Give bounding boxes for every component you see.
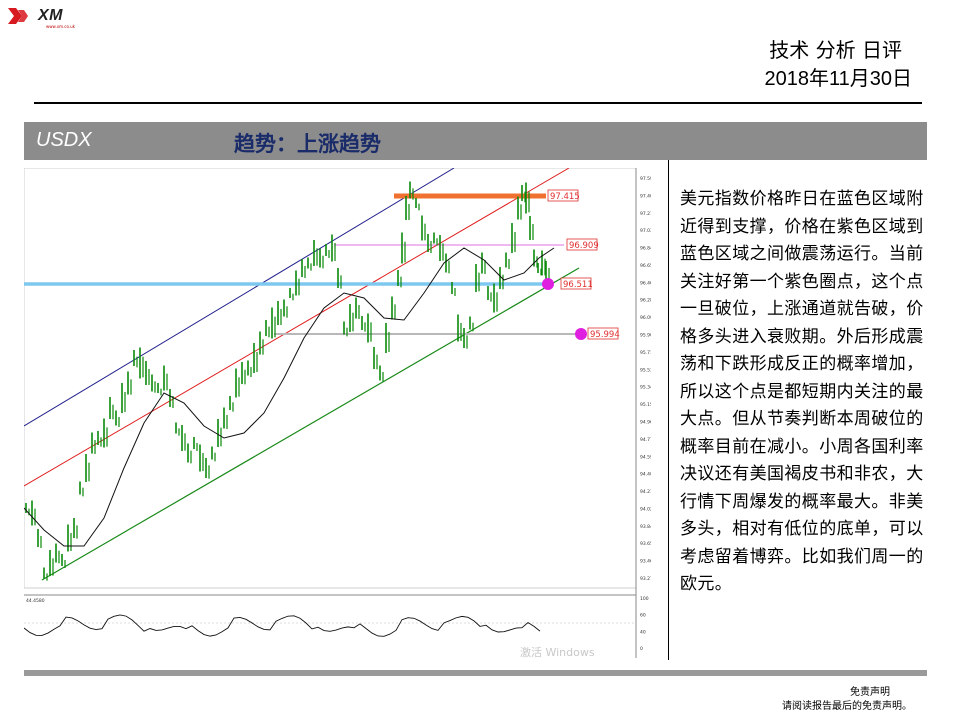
price-label-box — [560, 277, 592, 290]
report-date: 2018年11月30日 — [764, 68, 913, 90]
section-bar: USDX 趋势：上涨趋势 — [24, 122, 927, 160]
y-tick-label: 94.590 — [640, 454, 651, 460]
moving-average-line — [24, 247, 555, 547]
header-divider — [34, 102, 922, 104]
logo-wordmark: XM — [38, 7, 63, 24]
support-marker — [542, 278, 554, 290]
y-tick-label: 94.025 — [640, 506, 651, 512]
y-tick-label: 93.465 — [640, 559, 651, 565]
y-tick-label: 95.155 — [640, 402, 651, 408]
report-title: 技术 分析 日评 — [769, 38, 902, 62]
disclaimer-title: 免责声明 — [850, 687, 890, 698]
disclaimer-note: 请阅读报告最后的免责声明。 — [782, 701, 912, 712]
y-tick-label: 97.215 — [640, 211, 651, 217]
price-label-text: 97.415 — [550, 192, 580, 202]
xm-logo-icon — [8, 8, 28, 24]
analysis-text: 美元指数价格昨日在蓝色区域附近得到支撑，价格在紫色区域到蓝色区域之间做震荡运行。… — [680, 189, 924, 594]
oscillator-value: 44.4580 — [26, 598, 45, 604]
y-tick-label: 96.090 — [640, 315, 651, 321]
price-label-text: 96.909 — [569, 241, 599, 251]
y-tick-label: 94.400 — [640, 472, 651, 478]
price-label-box — [566, 238, 598, 251]
y-tick-label: 96.280 — [640, 298, 651, 304]
xm-logo: XM www.xm.co.uk — [6, 4, 98, 30]
oscillator-tick: 100 — [640, 596, 649, 602]
y-tick-label: 93.840 — [640, 524, 651, 530]
windows-watermark: 激活 Windows — [520, 646, 595, 659]
y-tick-label: 95.530 — [640, 367, 651, 373]
middle-channel-line — [24, 168, 570, 487]
oscillator-tick: 40 — [640, 629, 646, 635]
y-tick-label: 96.650 — [640, 263, 651, 269]
y-tick-label: 94.965 — [640, 419, 651, 425]
y-tick-label: 95.900 — [640, 333, 651, 339]
lower-marker — [575, 328, 587, 340]
oscillator-line — [24, 614, 541, 637]
price-label-text: 96.511 — [563, 280, 593, 290]
upper-channel-line — [24, 168, 455, 427]
price-label-box — [547, 189, 579, 202]
y-tick-label: 97.030 — [640, 228, 651, 234]
trend-label: 趋势：上涨趋势 — [234, 132, 381, 156]
y-tick-label: 93.275 — [640, 576, 651, 582]
price-label-box — [587, 327, 619, 340]
price-chart: 97.590 97.400 97.215 97.030 96.840 96.650 96.4… — [24, 168, 651, 662]
y-tick-label: 94.775 — [640, 437, 651, 443]
lower-channel-line — [41, 267, 580, 581]
symbol-label: USDX — [36, 129, 92, 151]
price-label-text: 95.994 — [590, 330, 620, 340]
footer-bar — [24, 670, 927, 676]
logo-url: www.xm.co.uk — [46, 24, 75, 29]
oscillator-tick: 60 — [640, 613, 646, 619]
y-tick-label: 96.465 — [640, 280, 651, 286]
chart-canvas: 97.590 97.400 97.215 97.030 96.840 96.650 96.4… — [24, 168, 651, 658]
content-divider — [668, 160, 669, 660]
oscillator-tick: 0 — [640, 646, 643, 652]
y-tick-label: 97.400 — [640, 193, 651, 199]
y-tick-label: 97.590 — [640, 176, 651, 182]
y-tick-label: 96.840 — [640, 246, 651, 252]
y-tick-label: 94.215 — [640, 489, 651, 495]
y-tick-label: 95.715 — [640, 350, 651, 356]
y-tick-label: 93.650 — [640, 541, 651, 547]
main-panel — [24, 168, 637, 589]
y-tick-label: 95.340 — [640, 385, 651, 391]
